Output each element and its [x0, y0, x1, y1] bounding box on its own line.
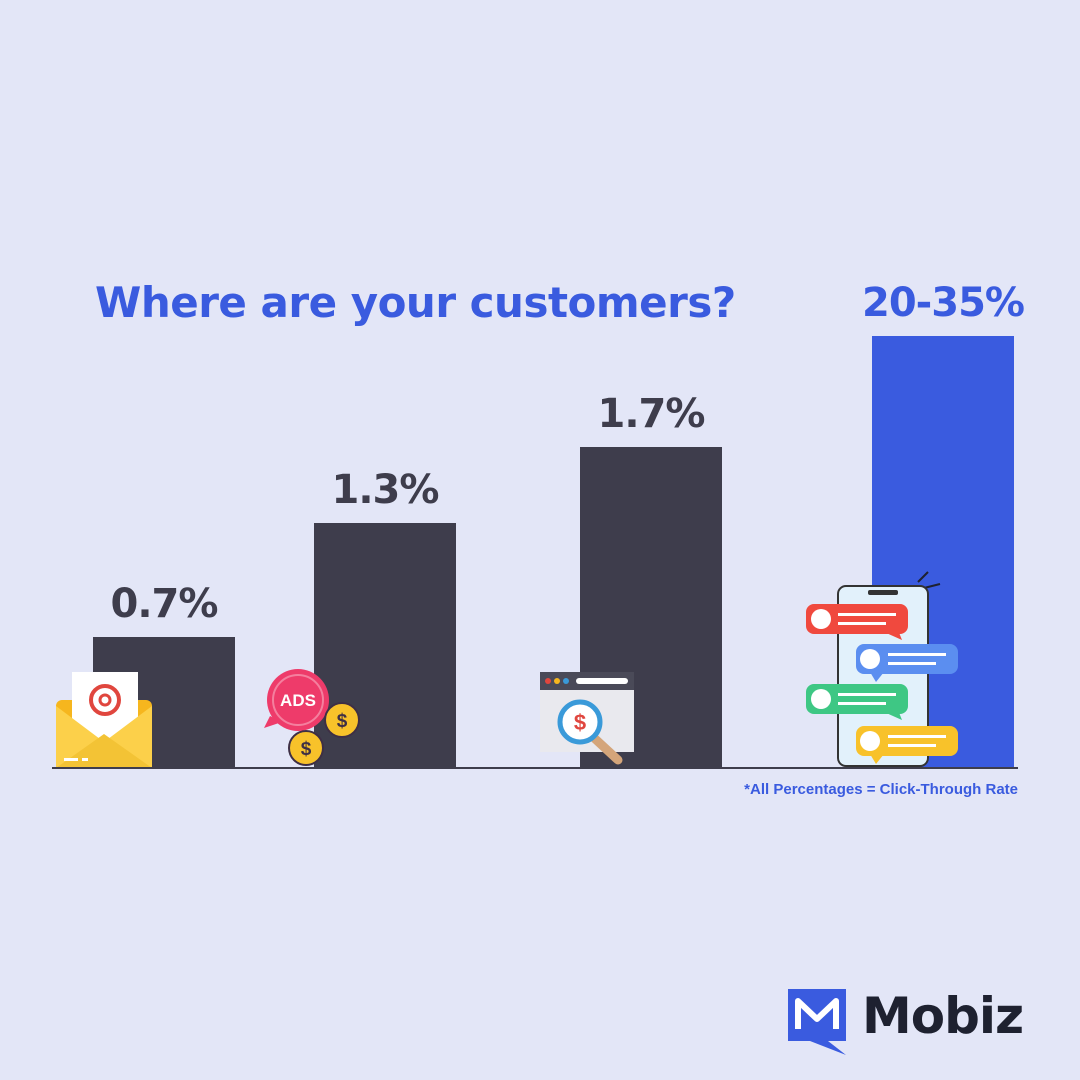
chart-title: Where are your customers?: [95, 278, 736, 327]
footnote: *All Percentages = Click-Through Rate: [744, 781, 1018, 798]
search-icon: $: [540, 672, 634, 765]
bar-value-label-2: 1.3%: [332, 467, 439, 513]
bar-value-label-4: 20-35%: [862, 280, 1024, 326]
bar-value-label-3: 1.7%: [598, 391, 705, 437]
bar-value-label-1: 0.7%: [111, 581, 218, 627]
svg-text:ADS: ADS: [280, 691, 316, 710]
email-icon: [56, 672, 152, 768]
svg-text:$: $: [301, 739, 312, 760]
mobiz-logo[interactable]: Mobiz: [788, 985, 1048, 1055]
svg-text:$: $: [337, 711, 348, 732]
svg-text:$: $: [574, 710, 586, 735]
ads-icon: ADS $ $: [264, 669, 360, 766]
brand-name: Mobiz: [862, 987, 1024, 1045]
mobiz-logo-icon: [788, 989, 846, 1055]
sms-chat-icon: [806, 571, 958, 767]
